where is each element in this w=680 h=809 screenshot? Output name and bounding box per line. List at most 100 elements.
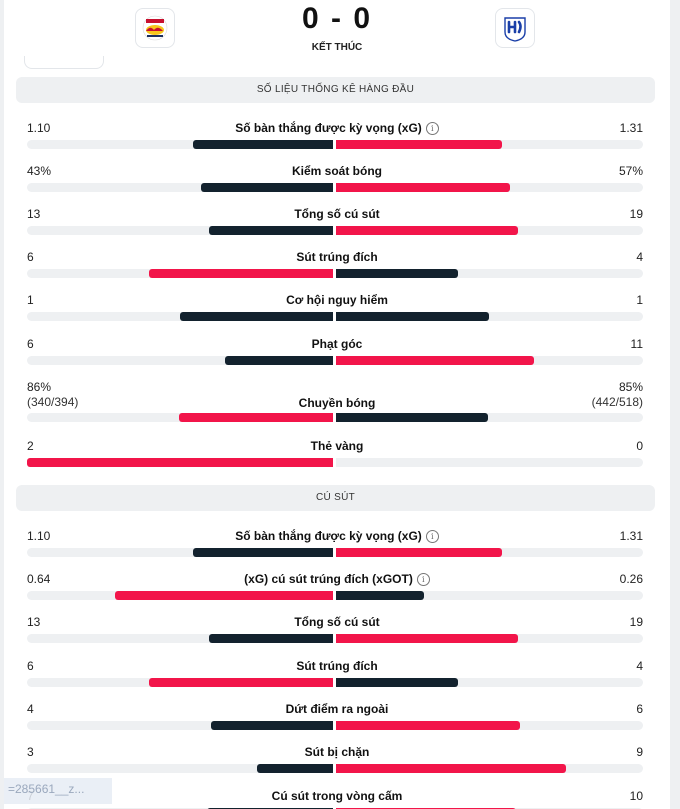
away-bar-fill (336, 721, 520, 730)
stat-label: Sút trúng đích (137, 250, 537, 264)
stat-label: Số bàn thắng được kỳ vọng (xG) i (137, 121, 537, 135)
stat-label-text: Sút bị chặn (304, 745, 370, 759)
home-bar-track (27, 413, 333, 422)
home-value: 13 (27, 615, 41, 629)
stat-label: Số bàn thắng được kỳ vọng (xG) i (137, 529, 537, 543)
home-bar-fill (256, 764, 333, 773)
stat-row: 0.64 0.26 (xG) cú sút trúng đích (xGOT) i (4, 572, 670, 612)
stat-label-text: Tổng số cú sút (294, 207, 380, 221)
home-bar-fill (210, 721, 333, 730)
away-value: 0.26 (619, 572, 643, 586)
stat-label: Cú sút trong vòng cấm (137, 789, 537, 803)
home-value: 86% (27, 380, 52, 394)
away-value: 57% (618, 164, 643, 178)
home-value: 43% (27, 164, 52, 178)
info-icon[interactable]: i (416, 573, 430, 586)
home-bar-track (27, 458, 333, 467)
home-bar-track (27, 678, 333, 687)
home-value: 13 (27, 207, 41, 221)
home-bar-track (27, 356, 333, 365)
stat-label-text: Thẻ vàng (310, 439, 364, 453)
tab-stub[interactable] (24, 56, 104, 69)
away-bar-track (336, 226, 643, 235)
home-value: 1 (27, 293, 34, 307)
stat-label-text: Phạt góc (311, 337, 363, 351)
away-bar-track (336, 356, 643, 365)
stat-label-text: Số bàn thắng được kỳ vọng (xG) (235, 121, 422, 135)
stat-label-text: Sút trúng đích (296, 659, 378, 673)
home-bar-fill (180, 312, 333, 321)
stat-row: 3 9 Sút bị chặn (4, 745, 670, 785)
away-team-logo[interactable] (495, 8, 535, 48)
home-bar-track (27, 226, 333, 235)
stat-label: Tổng số cú sút (137, 207, 537, 221)
home-bar-fill (27, 458, 333, 467)
away-bar-track (336, 721, 643, 730)
stat-label-text: Cú sút trong vòng cấm (271, 789, 403, 803)
away-value: 9 (636, 745, 643, 759)
away-value: 6 (636, 702, 643, 716)
away-bar-fill (336, 548, 502, 557)
away-bar-fill (336, 140, 502, 149)
al-hilal-logo-icon (504, 17, 526, 42)
info-icon[interactable]: i (425, 122, 439, 135)
home-bar-track (27, 269, 333, 278)
away-bar-fill (336, 226, 518, 235)
home-bar-track (27, 591, 333, 600)
stat-row: 6 11 Phạt góc (4, 337, 670, 377)
away-bar-fill (336, 591, 425, 600)
home-bar-fill (201, 183, 333, 192)
home-bar-track (27, 721, 333, 730)
home-value: 4 (27, 702, 34, 716)
stat-label: Chuyền bóng (137, 396, 537, 410)
home-bar-fill (149, 678, 333, 687)
away-bar-track (336, 413, 643, 422)
stat-row: 6 4 Sút trúng đích (4, 659, 670, 699)
home-bar-track (27, 183, 333, 192)
section-header: CÚ SÚT (16, 485, 655, 511)
home-bar-fill (115, 591, 333, 600)
home-bar-fill (208, 634, 333, 643)
stat-label: Dứt điểm ra ngoài (137, 702, 537, 716)
stat-label-text: Kiểm soát bóng (291, 164, 382, 178)
score: 0 - 0 (301, 2, 373, 35)
stat-row: 1.10 1.31 Số bàn thắng được kỳ vọng (xG) i (4, 121, 670, 161)
home-sub-value: (340/394) (27, 395, 79, 409)
stat-label-text: Sút trúng đích (296, 250, 378, 264)
stat-row: 1 1 Cơ hội nguy hiểm (4, 293, 670, 333)
info-icon[interactable]: i (425, 530, 439, 543)
home-bar-track (27, 764, 333, 773)
away-value: 0 (636, 439, 643, 453)
away-value: 4 (636, 659, 643, 673)
stat-label-text: Số bàn thắng được kỳ vọng (xG) (235, 529, 422, 543)
away-value: 4 (636, 250, 643, 264)
home-bar-fill (192, 140, 333, 149)
away-bar-track (336, 140, 643, 149)
watermark: =285661__z... (4, 778, 112, 804)
stat-row: 2 0 Thẻ vàng (4, 439, 670, 479)
stat-label: Sút bị chặn (137, 745, 537, 759)
home-value: 1.10 (27, 529, 51, 543)
away-value: 11 (630, 337, 643, 351)
stat-row: 86% (340/394) 85% (442/518) Chuyền bóng (4, 380, 670, 422)
away-bar-fill (336, 183, 511, 192)
section-header: SỐ LIỆU THỐNG KÊ HÀNG ĐẦU (16, 77, 655, 103)
away-value: 85% (618, 380, 643, 394)
stat-label-text: Chuyền bóng (298, 396, 376, 410)
stat-label: Sút trúng đích (137, 659, 537, 673)
away-bar-fill (336, 764, 566, 773)
away-bar-track (336, 678, 643, 687)
home-bar-track (27, 312, 333, 321)
stat-row: 6 4 Sút trúng đích (4, 250, 670, 290)
home-team-logo[interactable] (135, 8, 175, 48)
away-bar-track (336, 634, 643, 643)
home-bar-fill (149, 269, 333, 278)
match-status: KẾT THÚC (311, 42, 363, 53)
home-bar-track (27, 548, 333, 557)
stat-label: Thẻ vàng (137, 439, 537, 453)
home-value: 6 (27, 659, 34, 673)
home-bar-fill (224, 356, 333, 365)
away-value: 19 (629, 615, 643, 629)
away-bar-track (336, 312, 643, 321)
home-bar-fill (192, 548, 333, 557)
